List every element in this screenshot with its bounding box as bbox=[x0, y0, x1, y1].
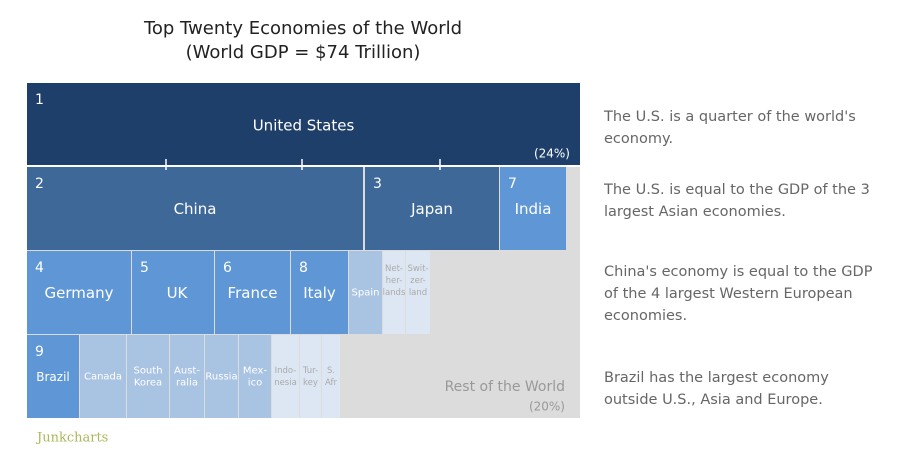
block-label: India bbox=[515, 200, 552, 218]
block-label: Net- bbox=[385, 264, 403, 274]
block bbox=[406, 251, 430, 334]
block-label: Aust- bbox=[174, 366, 200, 377]
block bbox=[239, 335, 271, 418]
block bbox=[272, 335, 299, 418]
source: Junkcharts bbox=[35, 431, 108, 446]
block-label: Japan bbox=[410, 200, 453, 218]
block-label: Indo- bbox=[275, 366, 297, 376]
block bbox=[300, 335, 321, 418]
block-label: Russia bbox=[205, 372, 237, 383]
block-label: Swit- bbox=[407, 264, 428, 274]
block-label: ico bbox=[248, 378, 262, 389]
block-label: key bbox=[303, 378, 318, 388]
block-label: Tur- bbox=[302, 366, 318, 376]
block-label: Canada bbox=[84, 372, 122, 383]
block-label: S. bbox=[327, 366, 335, 376]
block-label: Spain bbox=[352, 288, 380, 299]
block-label: South bbox=[133, 366, 162, 377]
rank: 7 bbox=[508, 176, 517, 192]
block-label: France bbox=[228, 284, 278, 302]
block-label: Afr bbox=[325, 378, 338, 388]
annotation: economy. bbox=[604, 131, 673, 147]
annotation: China's economy is equal to the GDP bbox=[604, 264, 873, 280]
block bbox=[27, 83, 580, 165]
annotation: largest Asian economies. bbox=[604, 204, 786, 220]
rank: 8 bbox=[299, 260, 308, 276]
block bbox=[27, 251, 131, 334]
subtitle: (World GDP = $74 Trillion) bbox=[186, 42, 421, 63]
block-label: lands bbox=[383, 288, 406, 298]
block-label: United States bbox=[253, 117, 355, 135]
rank: 9 bbox=[35, 344, 44, 360]
block-label: ralia bbox=[176, 378, 198, 389]
block bbox=[383, 251, 405, 334]
annotation: of the 4 largest Western European bbox=[604, 286, 853, 302]
block bbox=[365, 167, 499, 250]
annotation: The U.S. is a quarter of the world's bbox=[603, 109, 856, 125]
annotation: outside U.S., Asia and Europe. bbox=[604, 392, 823, 408]
block bbox=[500, 167, 566, 250]
block-label: zer- bbox=[410, 276, 426, 286]
block bbox=[170, 335, 204, 418]
block bbox=[215, 251, 290, 334]
annotation: economies. bbox=[604, 308, 687, 324]
block-label: land bbox=[409, 288, 427, 298]
block bbox=[205, 335, 238, 418]
block-label: Italy bbox=[303, 284, 336, 302]
block-label: Germany bbox=[45, 284, 114, 302]
block bbox=[27, 167, 363, 250]
rank: 2 bbox=[35, 176, 44, 192]
block bbox=[27, 335, 79, 418]
rank: 1 bbox=[35, 92, 44, 108]
block-label: her- bbox=[386, 276, 403, 286]
annotation: The U.S. is equal to the GDP of the 3 bbox=[603, 182, 870, 198]
rest-label: Rest of the World bbox=[445, 379, 565, 395]
block-label: UK bbox=[167, 284, 189, 302]
rank: 3 bbox=[373, 176, 382, 192]
block bbox=[349, 251, 382, 334]
block bbox=[291, 251, 348, 334]
block-note: (24%) bbox=[534, 147, 570, 161]
rank: 4 bbox=[35, 260, 44, 276]
rest-note: (20%) bbox=[529, 400, 565, 414]
block-label: China bbox=[174, 200, 217, 218]
block bbox=[80, 335, 126, 418]
block-label: Brazil bbox=[36, 370, 70, 384]
block bbox=[132, 251, 214, 334]
block-label: nesia bbox=[274, 378, 297, 388]
rank: 5 bbox=[140, 260, 149, 276]
block bbox=[127, 335, 169, 418]
block-label: Mex- bbox=[243, 366, 268, 377]
title: Top Twenty Economies of the World bbox=[143, 18, 462, 39]
block-label: Korea bbox=[134, 378, 162, 389]
annotation: Brazil has the largest economy bbox=[604, 370, 829, 386]
block bbox=[322, 335, 340, 418]
rank: 6 bbox=[223, 260, 232, 276]
